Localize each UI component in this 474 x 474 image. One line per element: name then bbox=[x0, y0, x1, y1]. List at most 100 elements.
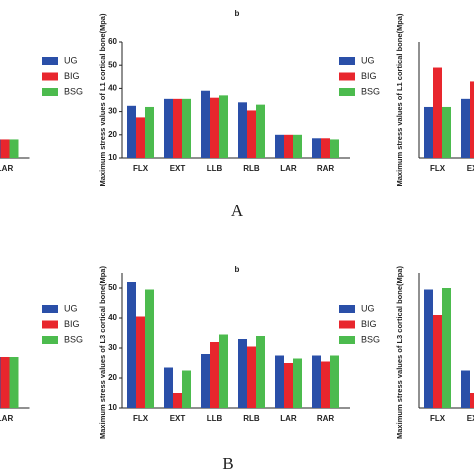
legend-label: UG bbox=[361, 303, 375, 313]
bar bbox=[219, 334, 228, 408]
bar bbox=[210, 97, 219, 158]
y-tick-label: 50 bbox=[108, 283, 117, 292]
bar bbox=[0, 139, 10, 158]
legend-swatch bbox=[339, 320, 355, 329]
bar bbox=[433, 315, 442, 408]
legend-swatch bbox=[42, 336, 58, 344]
y-axis-title: Maximum stress values of L1 cortical bon… bbox=[395, 13, 404, 186]
bar bbox=[424, 289, 433, 408]
y-tick-label: 20 bbox=[108, 130, 117, 139]
x-tick-label: FLX bbox=[133, 414, 149, 423]
x-tick-label: EXT bbox=[170, 164, 186, 173]
legend-label: BSG bbox=[361, 86, 380, 96]
x-tick-label: LLB bbox=[207, 164, 223, 173]
bar bbox=[461, 370, 470, 408]
bar bbox=[173, 98, 182, 158]
y-tick-label: 60 bbox=[108, 37, 117, 46]
bar bbox=[470, 393, 474, 408]
y-tick-label: 10 bbox=[108, 153, 117, 162]
bar bbox=[321, 361, 330, 408]
bar bbox=[256, 336, 265, 408]
chart-title: b bbox=[235, 9, 240, 18]
x-tick-label: LAR bbox=[0, 164, 13, 173]
bar bbox=[136, 117, 145, 158]
legend-label: UG bbox=[64, 55, 78, 65]
bar bbox=[0, 139, 1, 158]
bar bbox=[9, 357, 19, 408]
bar bbox=[210, 342, 219, 408]
bar bbox=[312, 138, 321, 158]
legend-swatch bbox=[42, 72, 58, 81]
bar bbox=[182, 98, 191, 158]
y-tick-label: 50 bbox=[108, 60, 117, 69]
x-tick-label: EXT bbox=[170, 414, 186, 423]
bar bbox=[238, 339, 247, 408]
y-axis-title: Maximum stress values of L3 cortical bon… bbox=[98, 266, 107, 439]
bar bbox=[284, 363, 293, 408]
legend-label: BIG bbox=[64, 319, 80, 329]
legend-label: UG bbox=[361, 55, 375, 65]
x-tick-label: RAR bbox=[317, 414, 335, 423]
legend-label: BSG bbox=[64, 334, 83, 344]
bar bbox=[442, 288, 451, 408]
bar bbox=[145, 289, 154, 408]
bar bbox=[127, 105, 136, 158]
legend-swatch bbox=[42, 305, 58, 313]
legend-swatch bbox=[42, 88, 58, 96]
bar bbox=[9, 139, 19, 158]
bar bbox=[127, 282, 136, 408]
bar bbox=[470, 81, 474, 158]
bar bbox=[275, 355, 284, 408]
x-tick-label: RLB bbox=[243, 164, 260, 173]
x-tick-label: RAR bbox=[317, 164, 335, 173]
legend-label: BIG bbox=[361, 319, 377, 329]
bar bbox=[312, 355, 321, 408]
x-tick-label: FLX bbox=[430, 164, 446, 173]
bar bbox=[330, 355, 339, 408]
x-tick-label: LAR bbox=[0, 414, 13, 423]
x-tick-label: EXT bbox=[467, 414, 474, 423]
legend-label: BSG bbox=[361, 334, 380, 344]
x-tick-label: FLX bbox=[133, 164, 149, 173]
panel-label: A bbox=[231, 201, 244, 220]
bar bbox=[330, 139, 339, 158]
legend-swatch bbox=[339, 88, 355, 96]
bar bbox=[247, 110, 256, 158]
x-tick-label: EXT bbox=[467, 164, 474, 173]
y-tick-label: 30 bbox=[108, 107, 117, 116]
bar bbox=[293, 134, 302, 158]
bar bbox=[136, 316, 145, 408]
y-axis-title: Maximum stress values of L1 cortical bon… bbox=[98, 13, 107, 186]
legend-swatch bbox=[339, 336, 355, 344]
y-tick-label: 40 bbox=[108, 313, 117, 322]
legend-swatch bbox=[339, 305, 355, 313]
y-tick-label: 30 bbox=[108, 343, 117, 352]
bar bbox=[293, 358, 302, 408]
bar bbox=[0, 357, 1, 408]
bar bbox=[201, 354, 210, 408]
legend-label: BIG bbox=[361, 71, 377, 81]
bar bbox=[164, 98, 173, 158]
y-tick-label: 10 bbox=[108, 403, 117, 412]
bar bbox=[145, 106, 154, 158]
chart-title: b bbox=[235, 265, 240, 274]
bar bbox=[238, 102, 247, 158]
legend-swatch bbox=[42, 320, 58, 329]
legend-label: BSG bbox=[64, 86, 83, 96]
legend-label: UG bbox=[64, 303, 78, 313]
y-axis-title: Maximum stress values of L3 cortical bon… bbox=[395, 266, 404, 439]
bar bbox=[424, 106, 433, 158]
bar bbox=[0, 357, 10, 408]
legend-swatch bbox=[339, 57, 355, 65]
legend-swatch bbox=[42, 57, 58, 65]
x-tick-label: LAR bbox=[280, 414, 297, 423]
legend-label: BIG bbox=[64, 71, 80, 81]
x-tick-label: FLX bbox=[430, 414, 446, 423]
bar bbox=[433, 67, 442, 158]
bar bbox=[219, 95, 228, 158]
bar bbox=[256, 104, 265, 158]
x-tick-label: RLB bbox=[243, 414, 260, 423]
bar bbox=[321, 138, 330, 158]
bar bbox=[201, 90, 210, 158]
